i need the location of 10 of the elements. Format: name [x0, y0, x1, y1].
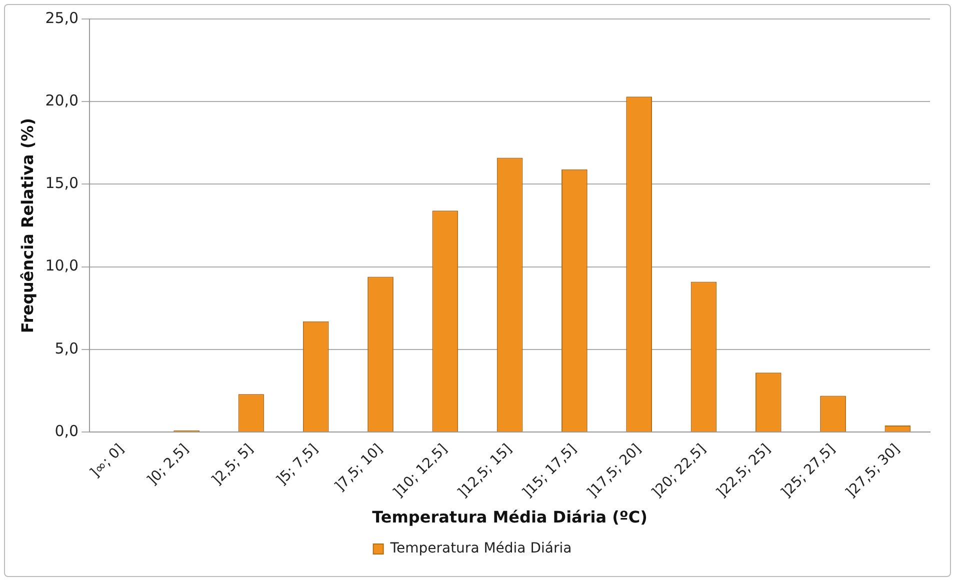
y-tick-label: 0,0 [54, 422, 79, 440]
y-axis-title: Frequência Relativa (%) [18, 118, 37, 334]
y-tick-label: 5,0 [54, 339, 79, 358]
y-tick-label: 10,0 [45, 256, 79, 275]
x-axis-title: Temperatura Média Diária (ºC) [372, 508, 648, 527]
y-tick-label: 15,0 [45, 174, 79, 192]
y-tick-label: 20,0 [45, 92, 79, 110]
x-tick-label: ]∞; 0] [87, 441, 128, 482]
y-tick-label: 25,0 [45, 8, 79, 27]
legend-label: Temperatura Média Diária [389, 540, 572, 557]
